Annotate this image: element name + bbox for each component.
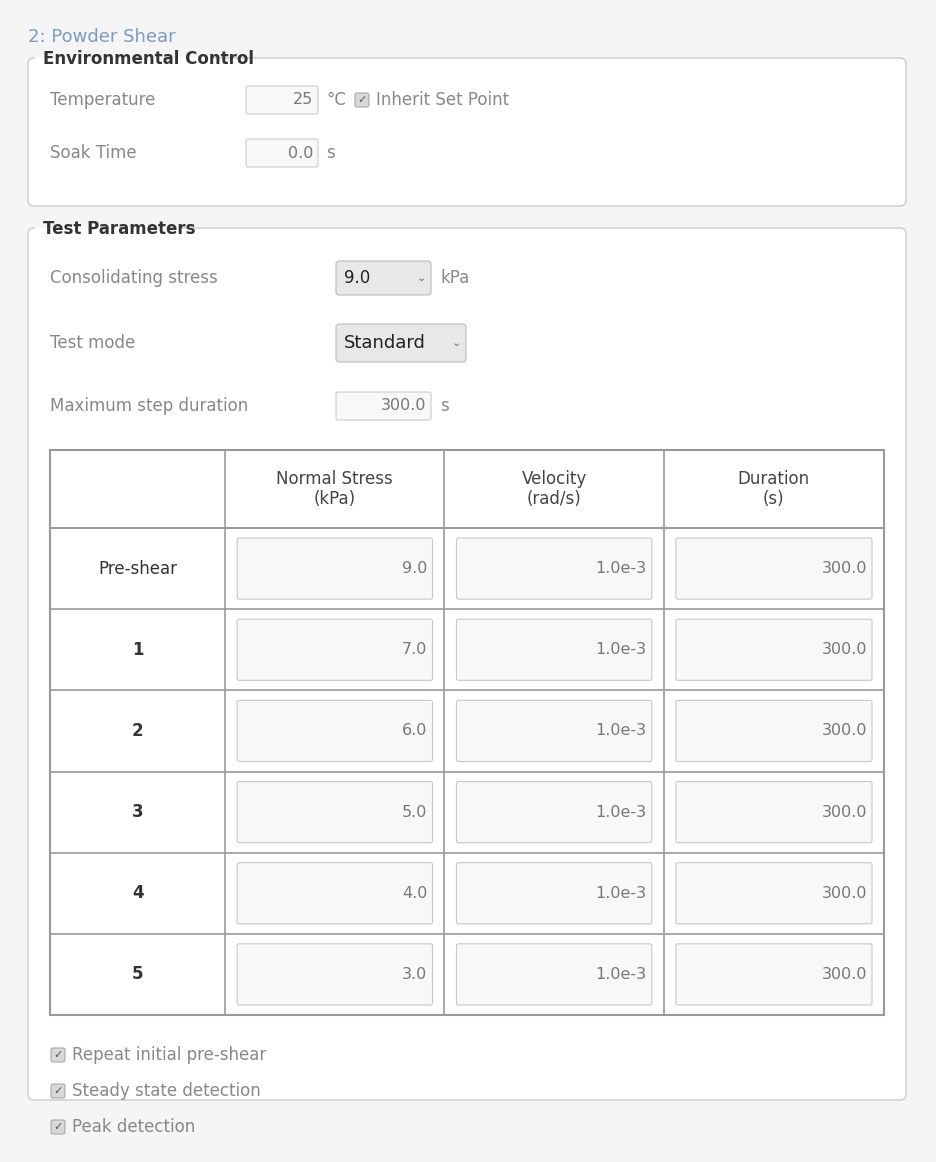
FancyBboxPatch shape <box>676 619 872 680</box>
Text: 300.0: 300.0 <box>822 561 867 576</box>
FancyBboxPatch shape <box>246 86 318 114</box>
FancyBboxPatch shape <box>676 701 872 761</box>
Text: Duration
(s): Duration (s) <box>738 469 810 509</box>
Text: 9.0: 9.0 <box>344 268 371 287</box>
Text: Test mode: Test mode <box>50 333 135 352</box>
Text: 300.0: 300.0 <box>822 643 867 658</box>
Text: Consolidating stress: Consolidating stress <box>50 268 218 287</box>
Text: 4: 4 <box>132 884 143 902</box>
Text: 5: 5 <box>132 966 143 983</box>
Text: 1.0e-3: 1.0e-3 <box>595 724 647 738</box>
Text: 1.0e-3: 1.0e-3 <box>595 967 647 982</box>
Text: Temperature: Temperature <box>50 91 155 109</box>
Text: Pre-shear: Pre-shear <box>98 560 177 578</box>
FancyBboxPatch shape <box>336 392 431 419</box>
FancyBboxPatch shape <box>237 619 432 680</box>
Text: 5.0: 5.0 <box>402 804 428 819</box>
Text: Maximum step duration: Maximum step duration <box>50 397 248 415</box>
FancyBboxPatch shape <box>457 782 651 842</box>
FancyBboxPatch shape <box>246 139 318 167</box>
Text: Repeat initial pre-shear: Repeat initial pre-shear <box>72 1046 266 1064</box>
FancyBboxPatch shape <box>676 944 872 1005</box>
FancyBboxPatch shape <box>676 538 872 600</box>
FancyBboxPatch shape <box>676 862 872 924</box>
FancyBboxPatch shape <box>237 782 432 842</box>
Text: Test Parameters: Test Parameters <box>43 220 196 238</box>
Text: 1.0e-3: 1.0e-3 <box>595 643 647 658</box>
Text: 3: 3 <box>132 803 143 822</box>
FancyBboxPatch shape <box>28 228 906 1100</box>
FancyBboxPatch shape <box>457 944 651 1005</box>
FancyBboxPatch shape <box>336 261 431 295</box>
Text: Normal Stress
(kPa): Normal Stress (kPa) <box>276 469 393 509</box>
FancyBboxPatch shape <box>237 538 432 600</box>
Text: 2: 2 <box>132 722 143 740</box>
Bar <box>50 450 884 1014</box>
Text: s: s <box>440 397 448 415</box>
Text: 1.0e-3: 1.0e-3 <box>595 804 647 819</box>
FancyBboxPatch shape <box>457 538 651 600</box>
FancyBboxPatch shape <box>237 862 432 924</box>
Text: °C: °C <box>326 91 346 109</box>
Text: 9.0: 9.0 <box>402 561 428 576</box>
Text: 300.0: 300.0 <box>822 804 867 819</box>
FancyBboxPatch shape <box>28 58 906 206</box>
Text: kPa: kPa <box>440 268 469 287</box>
Text: Environmental Control: Environmental Control <box>43 50 254 69</box>
Text: ✓: ✓ <box>53 1122 63 1132</box>
Text: 1: 1 <box>132 640 143 659</box>
FancyBboxPatch shape <box>676 782 872 842</box>
Text: 1.0e-3: 1.0e-3 <box>595 885 647 901</box>
FancyBboxPatch shape <box>51 1048 65 1062</box>
Text: 300.0: 300.0 <box>822 885 867 901</box>
Text: ✓: ✓ <box>53 1086 63 1096</box>
Text: 6.0: 6.0 <box>402 724 428 738</box>
Text: Steady state detection: Steady state detection <box>72 1082 261 1100</box>
Text: ⌄: ⌄ <box>451 338 461 347</box>
FancyBboxPatch shape <box>336 324 466 363</box>
FancyBboxPatch shape <box>457 701 651 761</box>
Text: 300.0: 300.0 <box>822 724 867 738</box>
Text: Inherit Set Point: Inherit Set Point <box>376 91 509 109</box>
Text: 25: 25 <box>293 93 313 108</box>
FancyBboxPatch shape <box>51 1084 65 1098</box>
Text: ✓: ✓ <box>53 1050 63 1060</box>
FancyBboxPatch shape <box>237 701 432 761</box>
Text: Peak detection: Peak detection <box>72 1118 196 1136</box>
FancyBboxPatch shape <box>237 944 432 1005</box>
Text: 1.0e-3: 1.0e-3 <box>595 561 647 576</box>
Text: ✓: ✓ <box>358 95 367 105</box>
Text: s: s <box>326 144 335 162</box>
Text: Velocity
(rad/s): Velocity (rad/s) <box>521 469 587 509</box>
Text: 0.0: 0.0 <box>287 145 313 160</box>
Text: Standard: Standard <box>344 333 426 352</box>
Text: 300.0: 300.0 <box>381 399 426 414</box>
Text: Soak Time: Soak Time <box>50 144 137 162</box>
Text: 300.0: 300.0 <box>822 967 867 982</box>
Text: 4.0: 4.0 <box>402 885 428 901</box>
Text: 2: Powder Shear: 2: Powder Shear <box>28 28 176 46</box>
FancyBboxPatch shape <box>51 1120 65 1134</box>
FancyBboxPatch shape <box>457 862 651 924</box>
Text: 7.0: 7.0 <box>402 643 428 658</box>
FancyBboxPatch shape <box>355 93 369 107</box>
Text: ⌄: ⌄ <box>417 273 426 284</box>
Text: 3.0: 3.0 <box>402 967 428 982</box>
FancyBboxPatch shape <box>457 619 651 680</box>
